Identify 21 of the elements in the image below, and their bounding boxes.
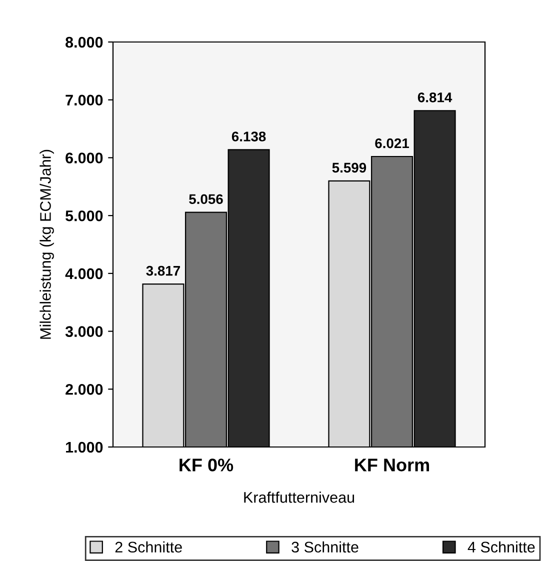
x-axis-title: Kraftfutterniveau xyxy=(244,492,354,503)
y-tick-label: 1.000 xyxy=(66,442,103,453)
y-tick-label: 6.000 xyxy=(66,152,103,164)
x-tick-label: KF 0% xyxy=(180,458,234,472)
legend-label: 2 Schnitte xyxy=(115,541,182,553)
data-label: 5.599 xyxy=(332,162,366,173)
legend-label: 4 Schnitte xyxy=(468,541,535,553)
y-tick-label: 7.000 xyxy=(66,94,103,106)
legend-label: 3 Schnitte xyxy=(292,541,358,553)
data-label: 6.138 xyxy=(232,132,266,142)
y-tick-label: 8.000 xyxy=(66,36,103,48)
x-tick-label: KF Norm xyxy=(355,458,429,472)
data-label: 5.056 xyxy=(189,194,223,204)
data-label: 3.817 xyxy=(146,266,180,276)
data-label: 6.814 xyxy=(418,92,452,102)
y-tick-label: 2.000 xyxy=(66,384,103,395)
y-axis-title: Milchleistung (kg ECM/Jahr) xyxy=(40,150,54,339)
y-tick-label: 5.000 xyxy=(66,210,103,222)
data-label: 6.021 xyxy=(375,138,409,148)
y-tick-label: 4.000 xyxy=(65,268,103,280)
y-tick-label: 3.000 xyxy=(65,326,103,337)
